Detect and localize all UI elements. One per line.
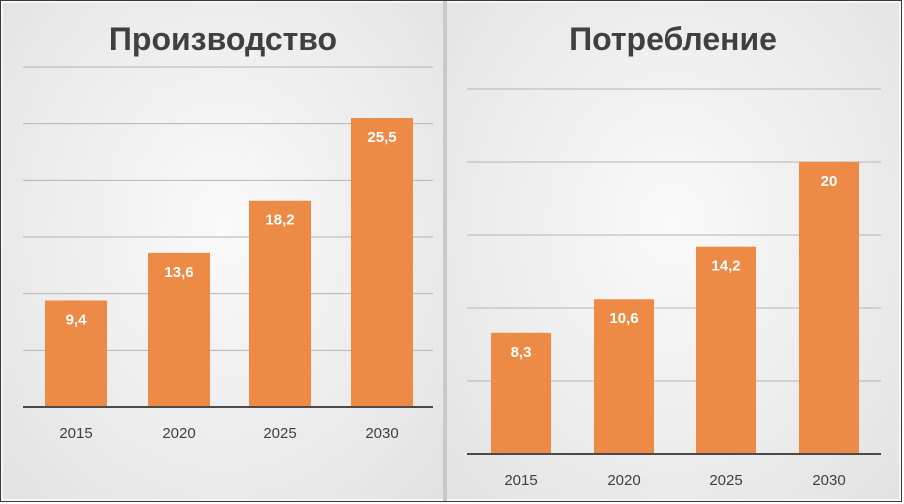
x-tick-label: 2020: [162, 425, 195, 442]
bar-2015: [491, 332, 551, 454]
bar-2020: [594, 299, 654, 454]
data-label-2015: 9,4: [66, 311, 88, 328]
bar-2030: [351, 118, 413, 407]
consumption-chart-panel: Потребление 8,3 2015 10,6 2020 14,2 2025 20 203…: [447, 3, 899, 499]
consumption-chart: 8,3 2015 10,6 2020 14,2 2025 20 2030: [467, 88, 881, 489]
panel-divider: [443, 1, 447, 501]
data-label-2020: 13,6: [164, 264, 193, 281]
data-label-2025: 18,2: [265, 212, 294, 229]
chart-title-consumption: Потребление: [569, 21, 777, 57]
data-label-2030: 25,5: [367, 129, 396, 146]
bar-2025: [249, 200, 311, 407]
production-chart: 9,4 2015 13,6 2020 18,2 2025 25,5 2030: [23, 66, 433, 442]
x-tick-label: 2015: [504, 472, 537, 489]
x-tick-label: 2020: [607, 472, 640, 489]
x-tick-label: 2030: [812, 472, 845, 489]
data-label-2020: 10,6: [609, 310, 638, 327]
x-tick-label: 2025: [263, 425, 296, 442]
data-label-2015: 8,3: [511, 344, 532, 361]
data-label-2025: 14,2: [711, 258, 740, 275]
bar-2015: [45, 300, 107, 407]
bar-2030: [799, 162, 859, 454]
x-tick-label: 2015: [59, 425, 92, 442]
bar-2020: [148, 252, 210, 407]
x-tick-label: 2030: [365, 425, 398, 442]
data-label-2030: 20: [821, 173, 838, 190]
production-chart-panel: Производство 9,4 2015 13,6 2020 18,2 2025 25,5…: [3, 3, 443, 499]
bar-2025: [696, 246, 756, 454]
x-tick-label: 2025: [709, 472, 742, 489]
chart-title-production: Производство: [108, 21, 338, 57]
